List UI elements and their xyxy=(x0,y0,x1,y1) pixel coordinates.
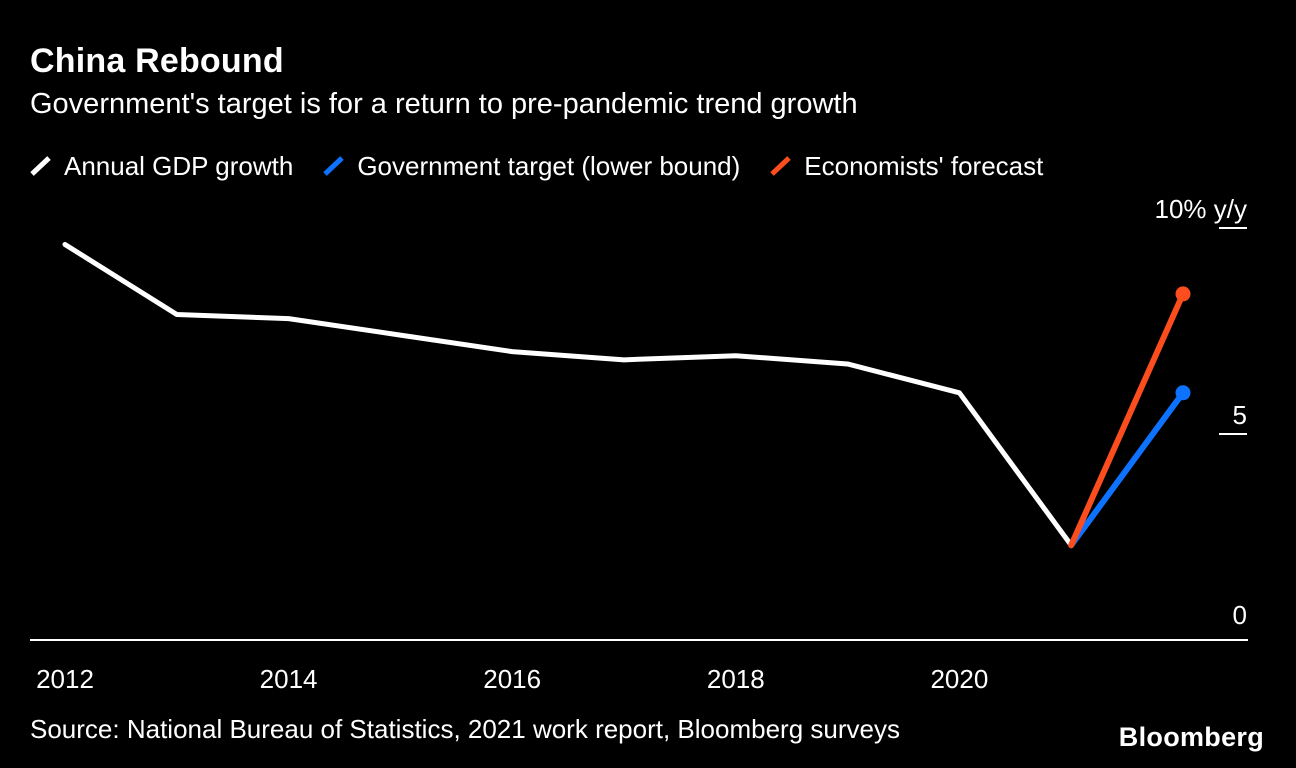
legend-item-economists-forecast: Economists' forecast xyxy=(768,151,1043,182)
x-axis-label: 2018 xyxy=(707,664,765,694)
y-axis-label: 0 xyxy=(1233,600,1247,630)
series-line-economists-forecast xyxy=(1068,290,1186,549)
legend-slash-stroke xyxy=(30,156,51,176)
x-axis-label: 2016 xyxy=(483,664,541,694)
legend-slash-icon xyxy=(30,156,51,176)
chart-subtitle: Government's target is for a return to p… xyxy=(30,88,858,120)
series-end-dot-economists-forecast xyxy=(1175,286,1191,302)
source-note: Source: National Bureau of Statistics, 2… xyxy=(30,714,900,744)
legend-slash-stroke xyxy=(323,156,345,176)
legend-label: Economists' forecast xyxy=(804,150,1044,181)
chart-title: China Rebound xyxy=(30,42,284,80)
legend-slash-icon xyxy=(770,156,792,176)
legend-item-government-target-lower-bound: Government target (lower bound) xyxy=(321,151,740,182)
y-axis-label: 10% y/y xyxy=(1155,194,1248,224)
y-axis-label: 5 xyxy=(1233,400,1247,430)
legend-label: Annual GDP growth xyxy=(64,150,294,181)
legend-slash-stroke xyxy=(770,156,792,176)
legend: Annual GDP growth Government target (lowe… xyxy=(28,148,1043,184)
legend-item-annual-gdp-growth: Annual GDP growth xyxy=(28,151,293,182)
series-line-government-target-lower-bound xyxy=(1068,389,1186,549)
legend-slash-icon xyxy=(323,156,345,176)
x-axis-label: 2012 xyxy=(36,664,94,694)
bloomberg-logo: Bloomberg xyxy=(1118,722,1264,752)
series-end-dot-government-target-lower-bound xyxy=(1175,385,1191,401)
x-axis-label: 2020 xyxy=(930,664,988,694)
x-axis-label: 2014 xyxy=(260,664,318,694)
series-line-annual-gdp-growth xyxy=(62,241,1074,548)
legend-label: Government target (lower bound) xyxy=(357,150,741,181)
